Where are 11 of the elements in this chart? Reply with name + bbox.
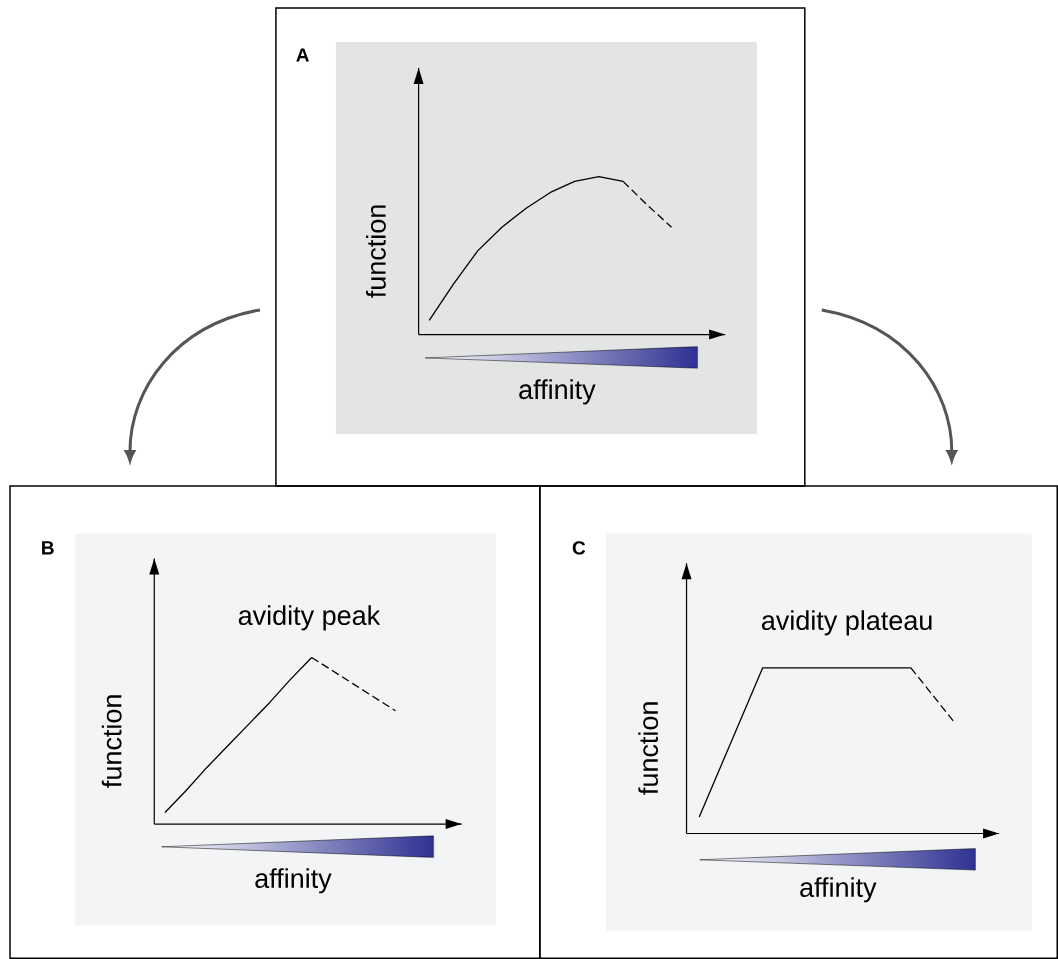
text: avidity peak — [238, 605, 381, 631]
chart-title: B — [42, 541, 54, 555]
chart-title: C — [572, 541, 586, 555]
x-axis-title: affinity — [519, 379, 596, 405]
y-axis-title: function — [638, 702, 659, 795]
text: avidity plateau — [761, 610, 932, 636]
chart-title: A — [296, 48, 309, 62]
x-axis-title: affinity — [255, 868, 332, 894]
y-axis-title: function — [101, 695, 122, 788]
x-axis-title: affinity — [800, 877, 877, 903]
y-axis-title: function — [366, 205, 386, 298]
